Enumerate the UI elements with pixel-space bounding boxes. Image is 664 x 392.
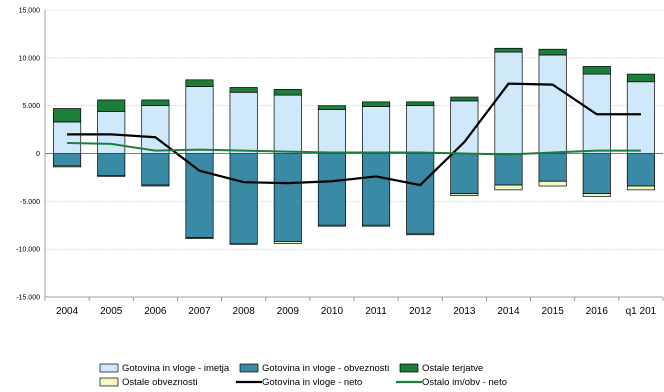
legend-label: Gotovina in vloge - obveznosti <box>262 363 389 374</box>
bar-liabilities <box>274 154 301 242</box>
y-tick-label: -5.000 <box>20 199 40 206</box>
bars <box>53 48 654 244</box>
bar-liabilities <box>318 154 345 226</box>
legend-label: Ostale obveznosti <box>122 377 198 388</box>
bar-other_claims <box>627 74 654 82</box>
bar-assets <box>362 107 389 154</box>
bar-other_liabilities <box>362 225 389 226</box>
bar-liabilities <box>142 154 169 186</box>
bar-assets <box>230 92 257 153</box>
y-tick-label: -15.000 <box>16 295 40 302</box>
x-tick-label: 2008 <box>233 306 256 317</box>
bar-assets <box>53 122 80 154</box>
y-tick-label: 0 <box>36 151 40 158</box>
legend-swatch <box>100 364 118 372</box>
bar-assets <box>407 106 434 154</box>
bar-other_claims <box>451 97 478 101</box>
bar-liabilities <box>98 154 125 176</box>
bar-other_claims <box>539 49 566 55</box>
bar-other_claims <box>142 100 169 106</box>
bar-assets <box>451 101 478 154</box>
bar-other_claims <box>362 102 389 107</box>
x-tick-label: 2007 <box>188 306 211 317</box>
x-tick-label: 2010 <box>321 306 344 317</box>
legend-item-other_net: Ostalo im/obv - neto <box>396 377 507 388</box>
legend-item-net_cash: Gotovina in vloge - neto <box>236 377 362 388</box>
bar-assets <box>98 111 125 153</box>
bar-other_claims <box>318 106 345 110</box>
legend-swatch <box>100 378 118 386</box>
bar-other_liabilities <box>495 185 522 190</box>
bar-other_liabilities <box>583 194 610 197</box>
bar-other_claims <box>495 48 522 52</box>
legend: Gotovina in vloge - imetja Gotovina in vl… <box>100 363 507 388</box>
bar-liabilities <box>407 154 434 234</box>
x-tick-label: 2016 <box>586 306 609 317</box>
x-tick-label: 2011 <box>365 306 387 317</box>
bar-other_liabilities <box>142 185 169 186</box>
bar-other_liabilities <box>53 166 80 167</box>
bar-assets <box>627 82 654 154</box>
legend-item-liabilities: Gotovina in vloge - obveznosti <box>240 363 389 374</box>
legend-label: Ostale terjatve <box>422 363 483 374</box>
x-tick-label: 2015 <box>542 306 565 317</box>
bar-liabilities <box>362 154 389 226</box>
bar-other_claims <box>186 80 213 87</box>
bar-other_liabilities <box>451 194 478 196</box>
bar-other_liabilities <box>274 242 301 244</box>
bar-liabilities <box>451 154 478 194</box>
legend-item-other_liabilities: Ostale obveznosti <box>100 377 198 388</box>
legend-label: Gotovina in vloge - imetja <box>122 363 230 374</box>
bar-liabilities <box>186 154 213 238</box>
legend-swatch <box>240 364 258 372</box>
bar-liabilities <box>53 154 80 166</box>
y-tick-label: 15.000 <box>19 8 41 15</box>
bar-other_claims <box>274 89 301 95</box>
x-tick-label: 2014 <box>497 306 520 317</box>
bar-assets <box>186 87 213 154</box>
bar-liabilities <box>539 154 566 182</box>
y-tick-label: -10.000 <box>16 247 40 254</box>
x-tick-label: 2005 <box>100 306 123 317</box>
x-tick-label: 2013 <box>453 306 476 317</box>
bar-liabilities <box>495 154 522 186</box>
bar-other_liabilities <box>186 238 213 239</box>
bar-other_liabilities <box>98 176 125 177</box>
x-tick-label: 2012 <box>409 306 432 317</box>
legend-label: Gotovina in vloge - neto <box>262 377 362 388</box>
legend-swatch <box>400 364 418 372</box>
bar-other_liabilities <box>539 181 566 186</box>
bar-assets <box>495 52 522 153</box>
x-tick-label: 2009 <box>277 306 300 317</box>
bar-assets <box>539 55 566 154</box>
bar-other_claims <box>98 100 125 111</box>
y-tick-label: 5.000 <box>22 103 40 110</box>
x-tick-label: q1 201 <box>626 306 657 317</box>
bar-assets <box>274 95 301 153</box>
bar-liabilities <box>583 154 610 194</box>
legend-item-other_claims: Ostale terjatve <box>400 363 483 374</box>
bar-other_claims <box>53 109 80 122</box>
legend-label: Ostalo im/obv - neto <box>422 377 507 388</box>
bar-other_liabilities <box>230 243 257 244</box>
bar-liabilities <box>627 154 654 187</box>
bar-other_claims <box>230 87 257 92</box>
bar-other_claims <box>407 102 434 106</box>
y-tick-label: 10.000 <box>19 55 41 62</box>
bar-other_liabilities <box>627 186 654 190</box>
bar-other_liabilities <box>318 225 345 226</box>
bar-other_claims <box>583 66 610 74</box>
legend-item-assets: Gotovina in vloge - imetja <box>100 363 230 374</box>
x-tick-label: 2006 <box>144 306 167 317</box>
x-tick-label: 2004 <box>56 306 79 317</box>
bar-liabilities <box>230 154 257 244</box>
bar-assets <box>318 109 345 153</box>
bar-other_liabilities <box>407 234 434 235</box>
bar-assets <box>142 106 169 154</box>
